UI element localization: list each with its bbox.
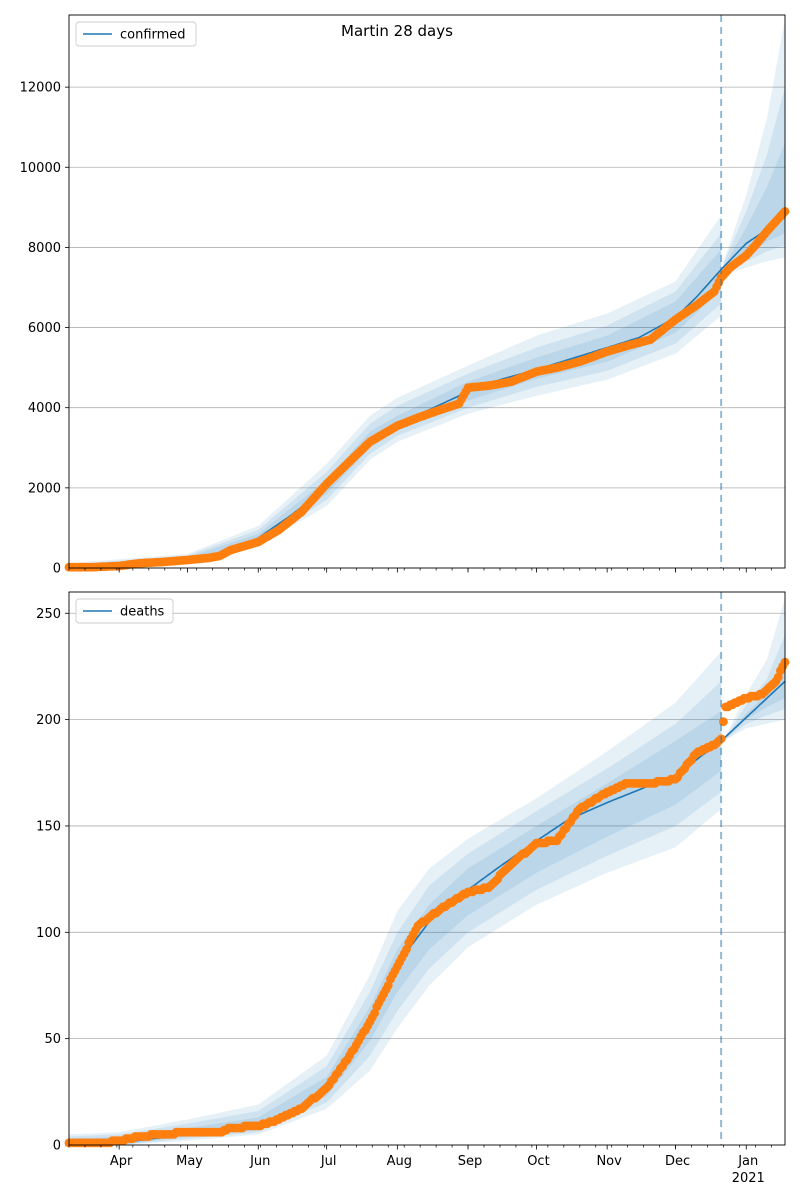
legend-label: deaths <box>120 605 165 620</box>
x-tick-label: Sep <box>458 1154 483 1169</box>
confirmed-panel: 0 2000 4000 6000 8000 10000 12000 confirmed <box>20 14 790 577</box>
y-tick-label: 12000 <box>20 81 61 96</box>
confidence-band-outer <box>69 651 722 1145</box>
x-tick-label: Jun <box>249 1154 270 1169</box>
y-tick-label: 150 <box>36 819 61 834</box>
y-tick-label: 2000 <box>28 481 61 496</box>
y-tick-label: 10000 <box>20 161 61 176</box>
confidence-band-middle <box>723 634 785 741</box>
y-tick-label: 100 <box>36 926 61 941</box>
confidence-band-inner <box>723 143 785 272</box>
confidence-band-inner <box>69 711 722 1145</box>
legend: deaths <box>75 598 174 624</box>
confidence-band-inner <box>723 660 785 741</box>
deaths-panel: 0 50 100 150 200 250 Apr May Jun Jul Aug Sep Oct Nov D… <box>36 591 790 1186</box>
y-tick-label: 200 <box>36 713 61 728</box>
y-tick-label: 6000 <box>28 321 61 336</box>
x-tick-label: Nov <box>596 1154 622 1169</box>
y-tick-label: 8000 <box>28 241 61 256</box>
y-tick-label: 50 <box>44 1032 61 1047</box>
x-tick-label: Jan <box>737 1154 758 1169</box>
y-tick-label: 4000 <box>28 401 61 416</box>
confidence-band-outer <box>723 19 785 276</box>
legend: confirmed <box>75 21 197 47</box>
legend-label: confirmed <box>120 28 186 43</box>
x-tick-label: Aug <box>387 1154 412 1169</box>
axes-frame <box>68 591 786 1146</box>
x-tick-label: Apr <box>110 1154 133 1169</box>
confidence-band-outer <box>723 598 785 741</box>
axes-frame <box>68 14 786 569</box>
observed-point <box>719 717 728 727</box>
y-tick-label: 0 <box>53 1139 61 1154</box>
legend-box <box>75 21 197 47</box>
confidence-band-outer <box>69 215 722 568</box>
x-tick-label: Dec <box>665 1154 690 1169</box>
x-tick-label: Oct <box>527 1154 549 1169</box>
y-tick-label: 250 <box>36 607 61 622</box>
x-tick-label: May <box>176 1154 203 1169</box>
legend-box <box>75 598 174 624</box>
x-tick-label: Jul <box>320 1154 337 1169</box>
y-tick-label: 0 <box>53 562 61 577</box>
x-year-label: 2021 <box>732 1171 765 1186</box>
chart-title: Martin 28 days <box>341 22 453 40</box>
